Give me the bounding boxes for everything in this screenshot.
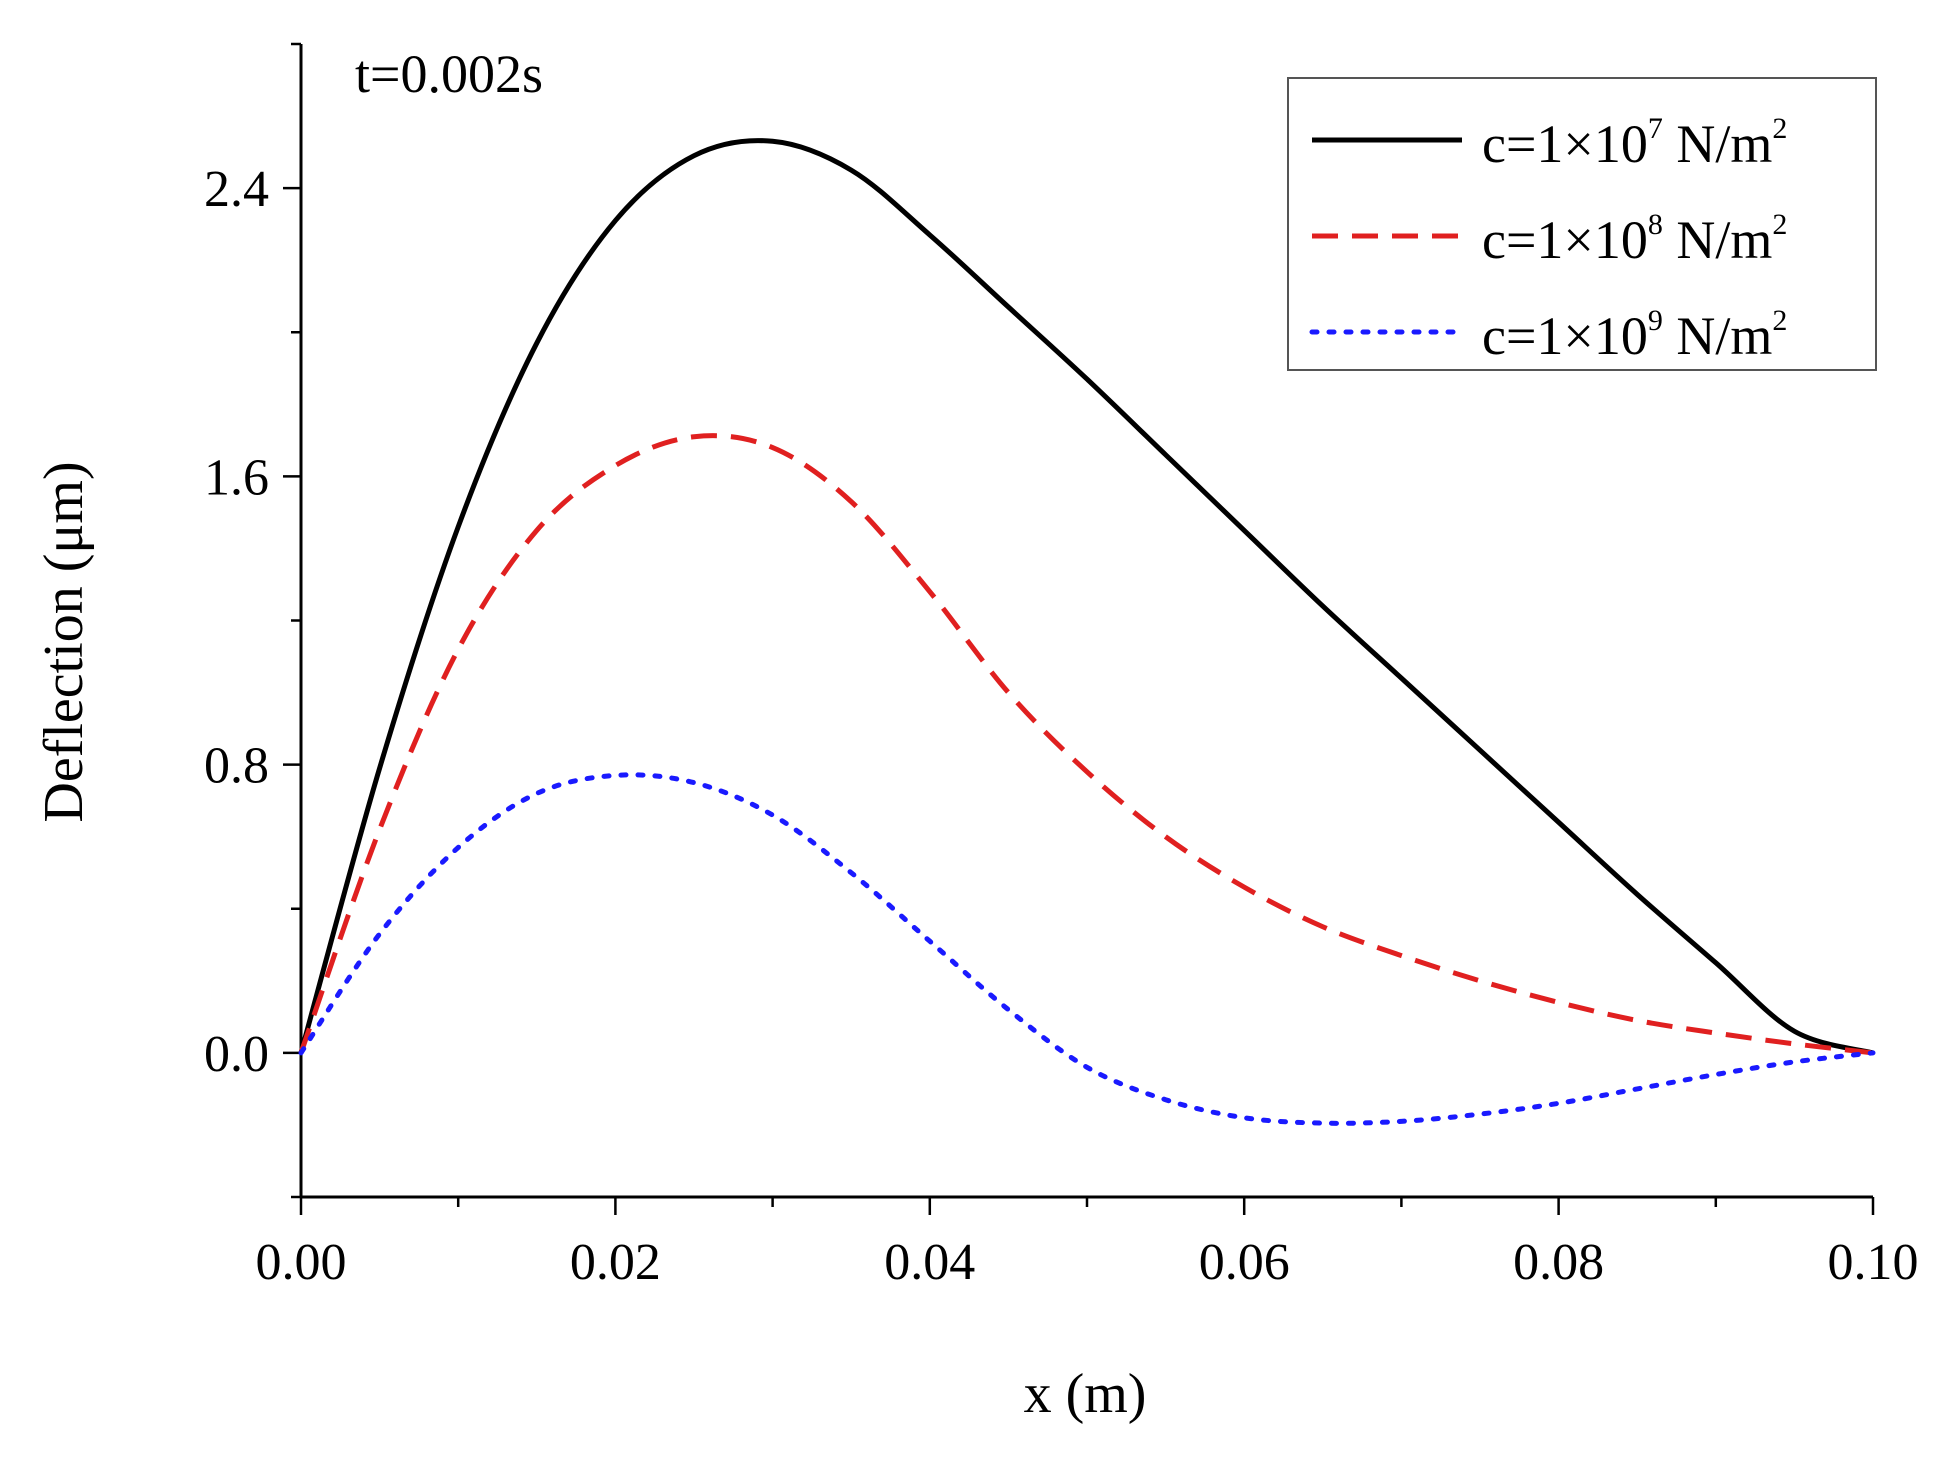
x-tick-label: 0.00 xyxy=(256,1234,347,1291)
series-line-1 xyxy=(298,138,1874,1056)
x-tick-label: 0.06 xyxy=(1199,1234,1290,1291)
time-annotation: t=0.002s xyxy=(355,44,543,104)
y-tick-label: 1.6 xyxy=(204,449,269,506)
legend-label-3: c=1×109 N/m2 xyxy=(1482,304,1787,366)
x-tick-label: 0.02 xyxy=(570,1234,661,1291)
series-line-3 xyxy=(298,772,1876,1126)
legend-label-2: c=1×108 N/m2 xyxy=(1482,208,1787,270)
legend-label-1: c=1×107 N/m2 xyxy=(1482,112,1787,174)
x-tick-label: 0.10 xyxy=(1828,1234,1919,1291)
legend-box xyxy=(1287,77,1877,371)
y-tick-label: 0.0 xyxy=(204,1026,269,1083)
y-tick-label: 0.8 xyxy=(204,738,269,795)
series-line-2 xyxy=(298,433,1874,1056)
legend: c=1×107 N/m2 c=1×108 N/m2 c=1×109 N/m2 xyxy=(1287,77,1877,371)
x-tick-label: 0.08 xyxy=(1513,1234,1604,1291)
y-axis-title: Deflection (μm) xyxy=(33,461,95,822)
y-tick-label: 2.4 xyxy=(204,161,269,218)
x-tick-label: 0.04 xyxy=(884,1234,975,1291)
x-axis-title: x (m) xyxy=(1024,1363,1147,1425)
